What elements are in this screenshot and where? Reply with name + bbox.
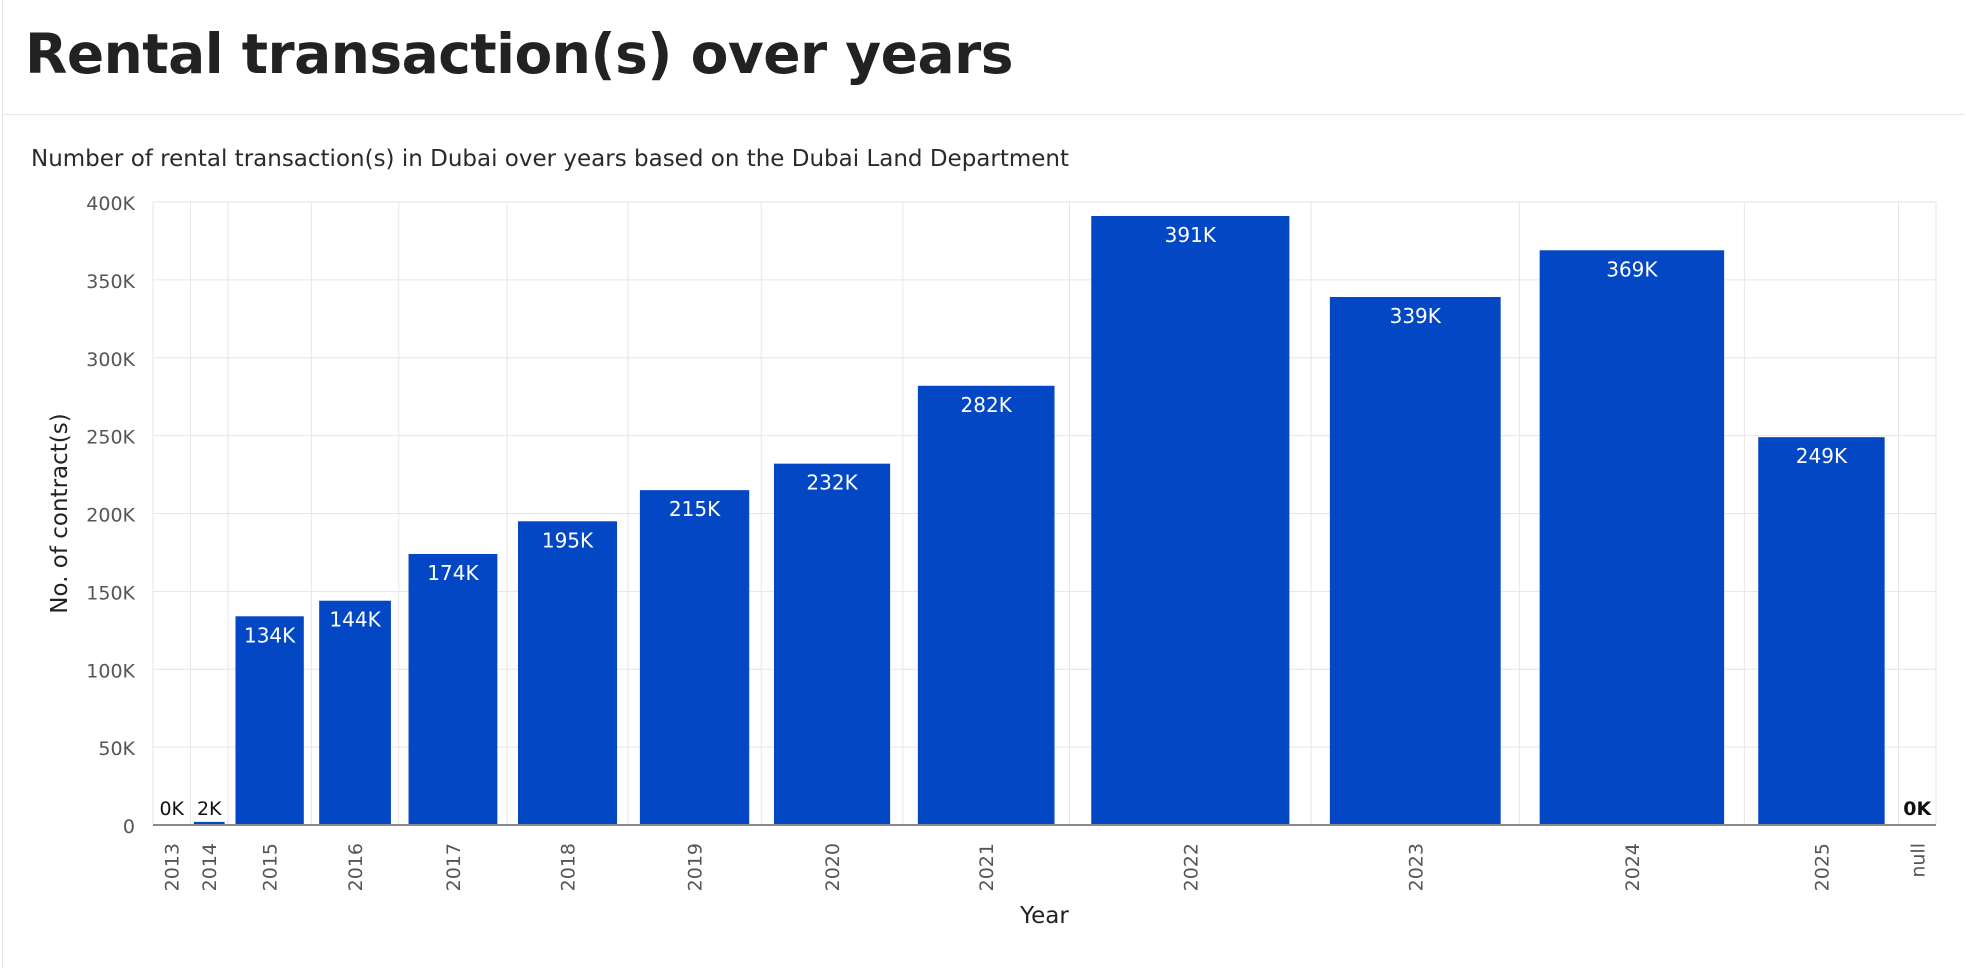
x-tick-label: 2024 (1622, 843, 1644, 891)
data-label: 2K (197, 798, 222, 820)
y-tick-label: 100K (86, 660, 135, 682)
data-label: 195K (542, 528, 594, 552)
chart-subtitle: Number of rental transaction(s) in Dubai… (31, 146, 1070, 172)
y-tick-label: 250K (86, 427, 135, 449)
bar-2020 (773, 463, 891, 825)
data-label: 134K (244, 623, 296, 647)
y-tick-label: 50K (98, 738, 135, 760)
page-title: Rental transaction(s) over years (25, 22, 1013, 86)
x-tick-label: 2016 (345, 843, 367, 891)
data-label: 0K (159, 798, 184, 820)
y-axis-title: No. of contract(s) (47, 413, 73, 613)
x-tick-label: null (1907, 843, 1929, 878)
data-label: 144K (329, 608, 381, 632)
x-tick-label: 2015 (260, 843, 282, 891)
data-label: 369K (1606, 257, 1658, 281)
x-axis-title: Year (1019, 903, 1069, 929)
y-tick-label: 350K (86, 271, 135, 293)
bar-2019 (639, 490, 750, 825)
bar-2023 (1329, 297, 1501, 825)
x-tick-label: 2021 (976, 843, 998, 891)
x-tick-label: 2017 (443, 843, 465, 891)
x-tick-label: 2020 (822, 843, 844, 891)
data-label: 174K (427, 561, 479, 585)
header-divider (3, 114, 1965, 115)
data-label: 339K (1390, 304, 1442, 328)
bar-2015 (235, 616, 304, 825)
bar-2016 (319, 600, 391, 825)
bar-2018 (517, 521, 618, 825)
x-tick-label: 2013 (162, 843, 184, 891)
bar-2021 (917, 385, 1055, 825)
bar-2022 (1091, 216, 1290, 825)
y-tick-label: 200K (86, 505, 135, 527)
data-label: 0K (1903, 798, 1932, 820)
x-tick-label: 2019 (685, 843, 707, 891)
x-tick-label: 2014 (199, 843, 221, 891)
data-label: 391K (1165, 223, 1217, 247)
data-label: 215K (669, 497, 721, 521)
y-tick-label: 300K (86, 349, 135, 371)
y-tick-label: 150K (86, 582, 135, 604)
bar-2025 (1758, 437, 1885, 825)
bar-2024 (1539, 250, 1725, 826)
x-tick-label: 2023 (1405, 843, 1427, 891)
bar-2014 (193, 821, 225, 825)
data-label: 232K (806, 471, 858, 495)
x-tick-label: 2025 (1811, 843, 1833, 891)
data-label: 282K (961, 393, 1013, 417)
bar-2017 (408, 553, 498, 825)
x-tick-label: 2018 (558, 843, 580, 891)
x-tick-label: 2022 (1180, 843, 1202, 891)
y-tick-label: 0 (123, 816, 135, 838)
y-tick-label: 400K (86, 193, 135, 215)
data-label: 249K (1796, 444, 1848, 468)
